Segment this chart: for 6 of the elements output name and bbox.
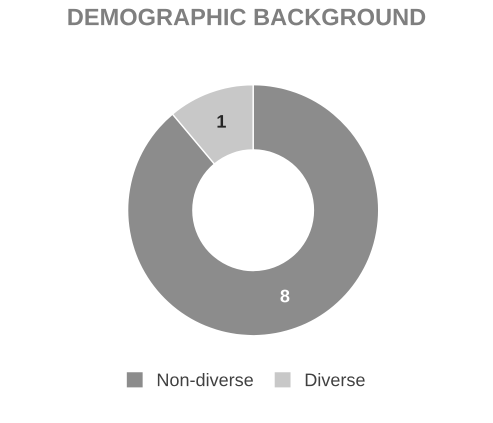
donut-slice xyxy=(126,84,380,336)
data-label: 1 xyxy=(217,115,226,128)
chart-title: DEMOGRAPHIC BACKGROUND xyxy=(68,8,426,26)
legend-label: Non-diverse xyxy=(158,373,253,386)
legend-label: Diverse xyxy=(306,373,365,386)
data-label: 8 xyxy=(280,290,290,302)
